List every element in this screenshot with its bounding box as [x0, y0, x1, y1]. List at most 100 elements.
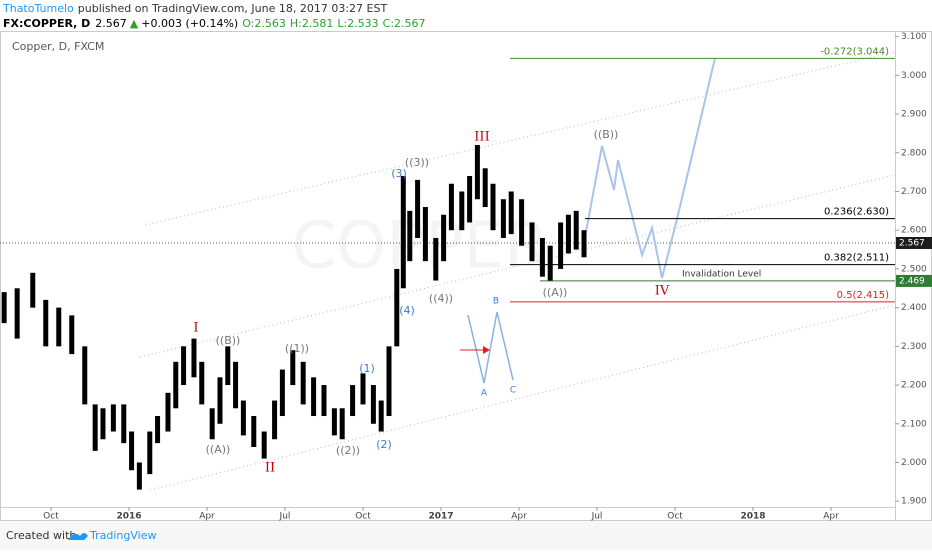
header-line: ThatoTumelo published on TradingView.com,… [2, 2, 387, 15]
last: 2.567 [95, 17, 127, 30]
y-tick-label: 3.100 [901, 32, 927, 42]
level-label: -0.272(3.044) [820, 46, 889, 57]
price-bar [217, 377, 223, 424]
footer-created: Created with [6, 529, 76, 542]
price-bar [311, 377, 317, 417]
footer: Created with TradingView [0, 521, 932, 550]
price-bar [240, 400, 246, 436]
price-bar [331, 408, 337, 436]
abc-sketch [467, 311, 514, 384]
price-bar [415, 179, 421, 238]
price-bar [386, 346, 392, 417]
price-bar [500, 199, 506, 238]
x-tick-label: 2017 [428, 512, 453, 522]
author[interactable]: ThatoTumelo [2, 2, 74, 15]
wave-label: IV [655, 284, 670, 299]
y-tick-label: 2.700 [901, 187, 927, 197]
y-tick-label: 2.000 [901, 458, 927, 468]
close: C:2.567 [383, 17, 426, 30]
price-bar [529, 222, 535, 262]
price-bar [279, 369, 285, 417]
price-bar [225, 346, 231, 386]
price-bar [350, 385, 356, 417]
footer-brand[interactable]: TradingView [89, 529, 156, 542]
price-bar [30, 272, 36, 308]
price-bar [209, 408, 215, 440]
price-bar [233, 361, 239, 409]
y-tick-label: 2.800 [901, 148, 927, 158]
price-bar [558, 222, 564, 269]
price-bar [121, 404, 127, 444]
price-bar [433, 237, 439, 281]
price-bar [1, 292, 7, 324]
x-tick-label: Apr [823, 512, 839, 522]
price-bar [581, 230, 587, 258]
wave-label: I [193, 321, 198, 336]
price-bar [407, 210, 413, 262]
level-label: 0.236(2.630) [824, 207, 889, 218]
wave-label: (2) [376, 438, 392, 451]
logo [68, 533, 88, 540]
price-bar [378, 400, 384, 432]
change: +0.003 (+0.14%) [141, 17, 238, 30]
x-tick-label: Apr [199, 512, 215, 522]
price-bar [467, 176, 473, 223]
price-bar [400, 176, 406, 289]
price-bar [300, 361, 306, 405]
low: L:2.533 [337, 17, 378, 30]
wave-label: ((A)) [543, 286, 568, 299]
price-tag [896, 274, 932, 287]
channel-upper [144, 51, 896, 226]
arrow-head [483, 346, 490, 354]
price-bar [547, 245, 553, 281]
wave-label: ((3)) [405, 156, 429, 169]
price-bar [129, 431, 135, 471]
price-bar [482, 168, 488, 207]
wave-label: B [493, 297, 499, 307]
y-tick-label: 2.100 [901, 419, 927, 429]
price-bar [508, 191, 514, 235]
price-bar [272, 400, 278, 440]
projection-path [582, 57, 716, 279]
wave-label: ((4)) [429, 292, 453, 305]
y-tick-label: 1.900 [901, 497, 927, 507]
price-bar [136, 462, 142, 490]
price-bar [565, 214, 571, 254]
price-bar [165, 392, 171, 432]
x-tick-label: Apr [511, 512, 527, 522]
chart-title: Copper, D, FXCM [12, 40, 104, 53]
price-bar [290, 350, 296, 386]
up-arrow: ▲ [130, 17, 139, 30]
high: H:2.581 [290, 17, 333, 30]
wave-label: (1) [359, 362, 375, 375]
channel [139, 51, 896, 491]
x-tick-label: Oct [43, 512, 59, 522]
footer-bg [0, 521, 932, 550]
y-tick-label: 2.300 [901, 342, 927, 352]
open: O:2.563 [242, 17, 286, 30]
level-label: 0.5(2.415) [837, 290, 889, 301]
wave-label: ((2)) [336, 444, 360, 457]
wave-label: A [481, 389, 488, 399]
price-bar [191, 338, 197, 378]
price-bar [14, 288, 20, 339]
y-tick-label: 3.000 [901, 71, 927, 81]
price-bar [370, 385, 376, 424]
quote-line: FX:COPPER, D 2.567 ▲ +0.003 (+0.14%) O:2.563… [3, 17, 426, 30]
price-bar [394, 268, 400, 347]
symbol: FX:COPPER, D [3, 17, 90, 30]
wave-label: (3) [391, 167, 407, 180]
x-tick-label: Jul [279, 512, 291, 522]
y-tick-label: 2.400 [901, 303, 927, 313]
x-tick-label: Oct [667, 512, 683, 522]
price-bar [199, 361, 205, 405]
wave-label: ((B)) [594, 128, 619, 141]
wave-label: III [474, 130, 489, 145]
price-bar [261, 431, 267, 459]
published: published on TradingView.com, June 18, 2… [78, 2, 388, 15]
price-bar [573, 210, 579, 250]
price-bar [360, 373, 366, 405]
price-bar [459, 191, 465, 231]
price-bar [92, 404, 98, 451]
